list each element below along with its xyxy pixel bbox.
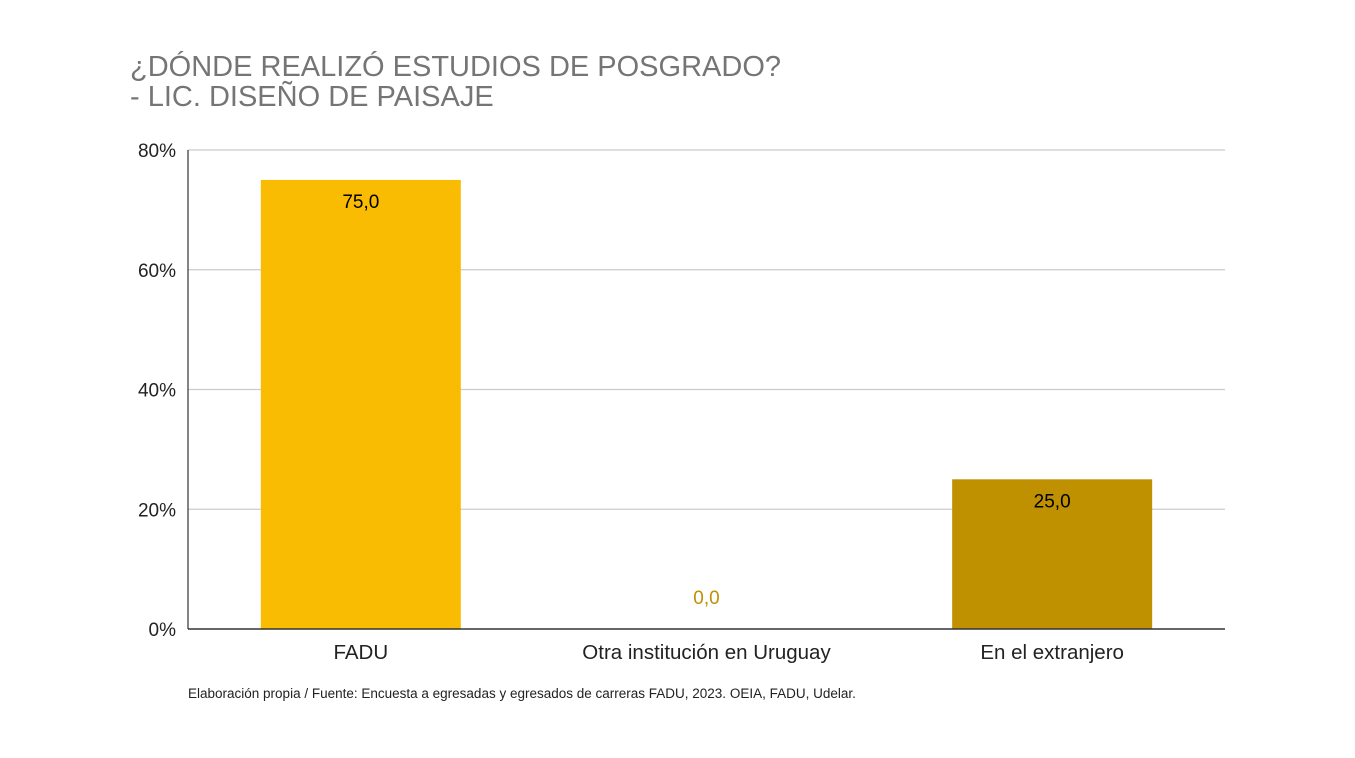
chart-title-line-2: - LIC. DISEÑO DE PAISAJE [130, 81, 494, 113]
data-label: 25,0 [1034, 491, 1071, 512]
y-tick-label: 40% [138, 381, 176, 402]
chart-title: ¿DÓNDE REALIZÓ ESTUDIOS DE POSGRADO? - L… [130, 52, 781, 112]
y-tick-label: 20% [138, 500, 176, 521]
x-tick-label: FADU [333, 641, 388, 664]
y-tick-label: 60% [138, 261, 176, 282]
chart-title-line-1: ¿DÓNDE REALIZÓ ESTUDIOS DE POSGRADO? [130, 51, 781, 83]
x-tick-label: Otra institución en Uruguay [582, 641, 831, 664]
y-tick-label: 80% [138, 141, 176, 162]
bar [952, 479, 1153, 629]
bar [260, 179, 461, 629]
data-label: 0,0 [693, 588, 719, 609]
data-label: 75,0 [342, 192, 379, 213]
source-note: Elaboración propia / Fuente: Encuesta a … [188, 686, 856, 701]
y-tick-label: 0% [149, 620, 177, 641]
x-tick-label: En el extranjero [980, 641, 1124, 664]
